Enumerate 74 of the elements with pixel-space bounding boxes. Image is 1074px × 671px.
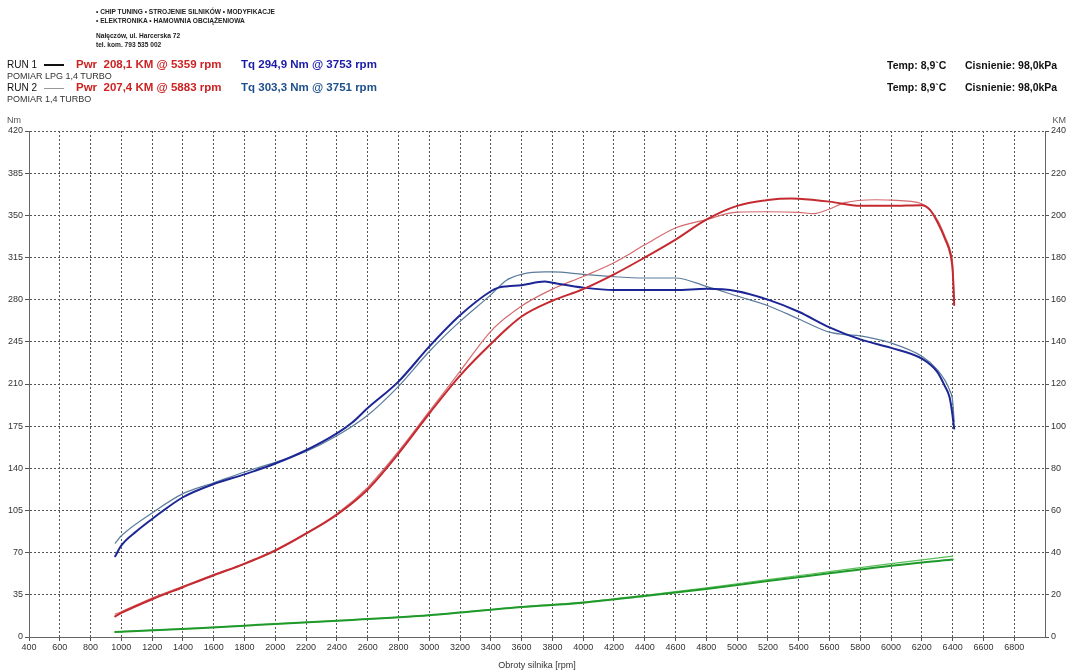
text: Cisnienie: 98,0kPa (965, 81, 1058, 93)
y-tick-label: 315 (7, 251, 23, 262)
text: RUN 2 (7, 82, 38, 93)
y-tick-label: 175 (7, 420, 23, 431)
x-tick-label: 6800 (1004, 641, 1025, 652)
x-tick-label: 2400 (326, 641, 347, 652)
x-tick-label: 3000 (419, 641, 440, 652)
y-tick-label: 420 (7, 125, 23, 136)
x-tick-label: 5600 (819, 641, 840, 652)
x-tick-label: 2000 (265, 641, 286, 652)
y-tick-label: 350 (7, 209, 23, 220)
y2-tick-label: 100 (1051, 420, 1067, 431)
x-tick-label: 3200 (450, 641, 471, 652)
x-tick-label: 6200 (911, 641, 932, 652)
x-tick-label: 2800 (388, 641, 409, 652)
y2-axis-title: KM (1052, 115, 1066, 126)
x-axis-title: Obroty silnika [rpm] (498, 660, 576, 671)
text: Tq 303,3 Nm @ 3751 rpm (241, 81, 377, 94)
x-tick-label: 1000 (111, 641, 132, 652)
y-tick-label: 385 (7, 167, 23, 178)
x-tick-label: 3400 (480, 641, 501, 652)
x-tick-label: 2200 (296, 641, 317, 652)
y2-tick-label: 40 (1051, 547, 1062, 558)
y-tick-label: 105 (7, 504, 23, 515)
x-tick-label: 5800 (850, 641, 871, 652)
x-tick-label: 6600 (973, 641, 994, 652)
x-tick-label: 3600 (511, 641, 532, 652)
y2-tick-label: 60 (1051, 504, 1062, 515)
x-tick-label: 1200 (142, 641, 163, 652)
x-tick-label: 4400 (634, 641, 655, 652)
text: Cisnienie: 98,0kPa (965, 59, 1058, 71)
y-axis-title: Nm (7, 115, 21, 126)
text: Tq 294,9 Nm @ 3753 rpm (241, 58, 377, 71)
x-tick-label: 1800 (234, 641, 255, 652)
x-tick-label: 6400 (942, 641, 963, 652)
x-tick-label: 5400 (788, 641, 809, 652)
y-tick-label: 70 (12, 547, 23, 558)
x-tick-label: 4600 (665, 641, 686, 652)
x-tick-label: 6000 (881, 641, 902, 652)
x-tick-label: 400 (21, 641, 37, 652)
y2-tick-label: 220 (1051, 167, 1067, 178)
y2-tick-label: 180 (1051, 251, 1067, 262)
x-tick-label: 5000 (727, 641, 748, 652)
text: Temp: 8,9`C (887, 59, 947, 71)
x-tick-label: 800 (83, 641, 99, 652)
text: Temp: 8,9`C (887, 81, 947, 93)
y2-tick-label: 200 (1051, 209, 1067, 220)
y2-tick-label: 0 (1051, 631, 1057, 642)
text: POMIAR 1,4 TURBO (7, 94, 92, 104)
x-tick-label: 600 (52, 641, 68, 652)
y-tick-label: 280 (7, 294, 23, 305)
text: Pwr 208,1 KM @ 5359 rpm (76, 58, 222, 71)
y-tick-label: 35 (12, 589, 23, 600)
text: Pwr 207,4 KM @ 5883 rpm (76, 81, 222, 94)
text: POMIAR LPG 1,4 TURBO (7, 71, 112, 81)
y-tick-label: 210 (7, 378, 23, 389)
y-tick-label: 140 (7, 462, 23, 473)
y2-tick-label: 80 (1051, 462, 1062, 473)
x-tick-label: 4000 (573, 641, 594, 652)
x-tick-label: 1400 (172, 641, 193, 652)
y-tick-label: 245 (7, 336, 23, 347)
y2-tick-label: 120 (1051, 378, 1067, 389)
y2-tick-label: 140 (1051, 336, 1067, 347)
x-tick-label: 2600 (357, 641, 378, 652)
x-tick-label: 1600 (203, 641, 224, 652)
y2-tick-label: 240 (1051, 125, 1067, 136)
x-tick-label: 4200 (603, 641, 624, 652)
text: RUN 1 (7, 59, 38, 70)
y2-tick-label: 20 (1051, 589, 1062, 600)
x-tick-label: 4800 (696, 641, 717, 652)
y-tick-label: 0 (17, 631, 23, 642)
y2-tick-label: 160 (1051, 294, 1067, 305)
x-tick-label: 3800 (542, 641, 563, 652)
x-tick-label: 5200 (757, 641, 778, 652)
